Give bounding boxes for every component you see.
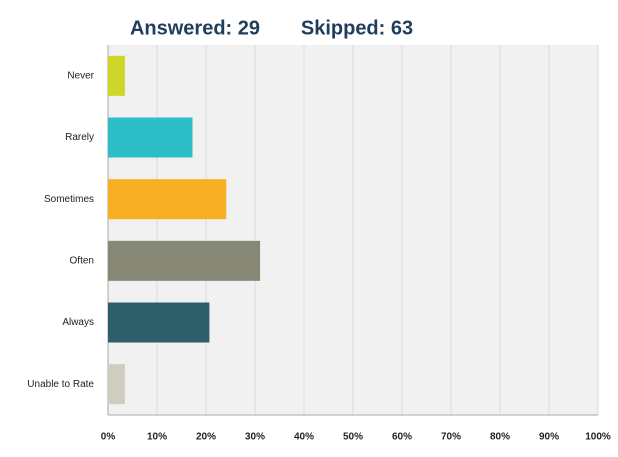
answered-count: Answered: 29	[130, 17, 260, 39]
x-tick-label: 40%	[294, 432, 314, 443]
x-tick-label: 100%	[585, 432, 611, 443]
bar	[108, 364, 125, 405]
skipped-count: Skipped: 63	[301, 17, 413, 39]
x-tick-label: 70%	[441, 432, 461, 443]
y-tick-label: Often	[70, 255, 94, 266]
x-tick-label: 20%	[196, 432, 216, 443]
bar	[108, 302, 210, 343]
bar	[108, 117, 193, 158]
y-tick-label: Sometimes	[44, 194, 94, 205]
x-tick-label: 60%	[392, 432, 412, 443]
y-tick-label: Unable to Rate	[27, 379, 94, 390]
y-tick-label: Never	[67, 70, 94, 81]
y-tick-label: Rarely	[65, 132, 94, 143]
bar	[108, 240, 261, 281]
x-tick-label: 80%	[490, 432, 510, 443]
x-tick-label: 10%	[147, 432, 167, 443]
x-tick-label: 90%	[539, 432, 559, 443]
x-tick-label: 50%	[343, 432, 363, 443]
x-tick-label: 0%	[101, 432, 116, 443]
bar	[108, 55, 125, 96]
x-tick-label: 30%	[245, 432, 265, 443]
bar	[108, 179, 227, 220]
y-tick-label: Always	[62, 317, 94, 328]
